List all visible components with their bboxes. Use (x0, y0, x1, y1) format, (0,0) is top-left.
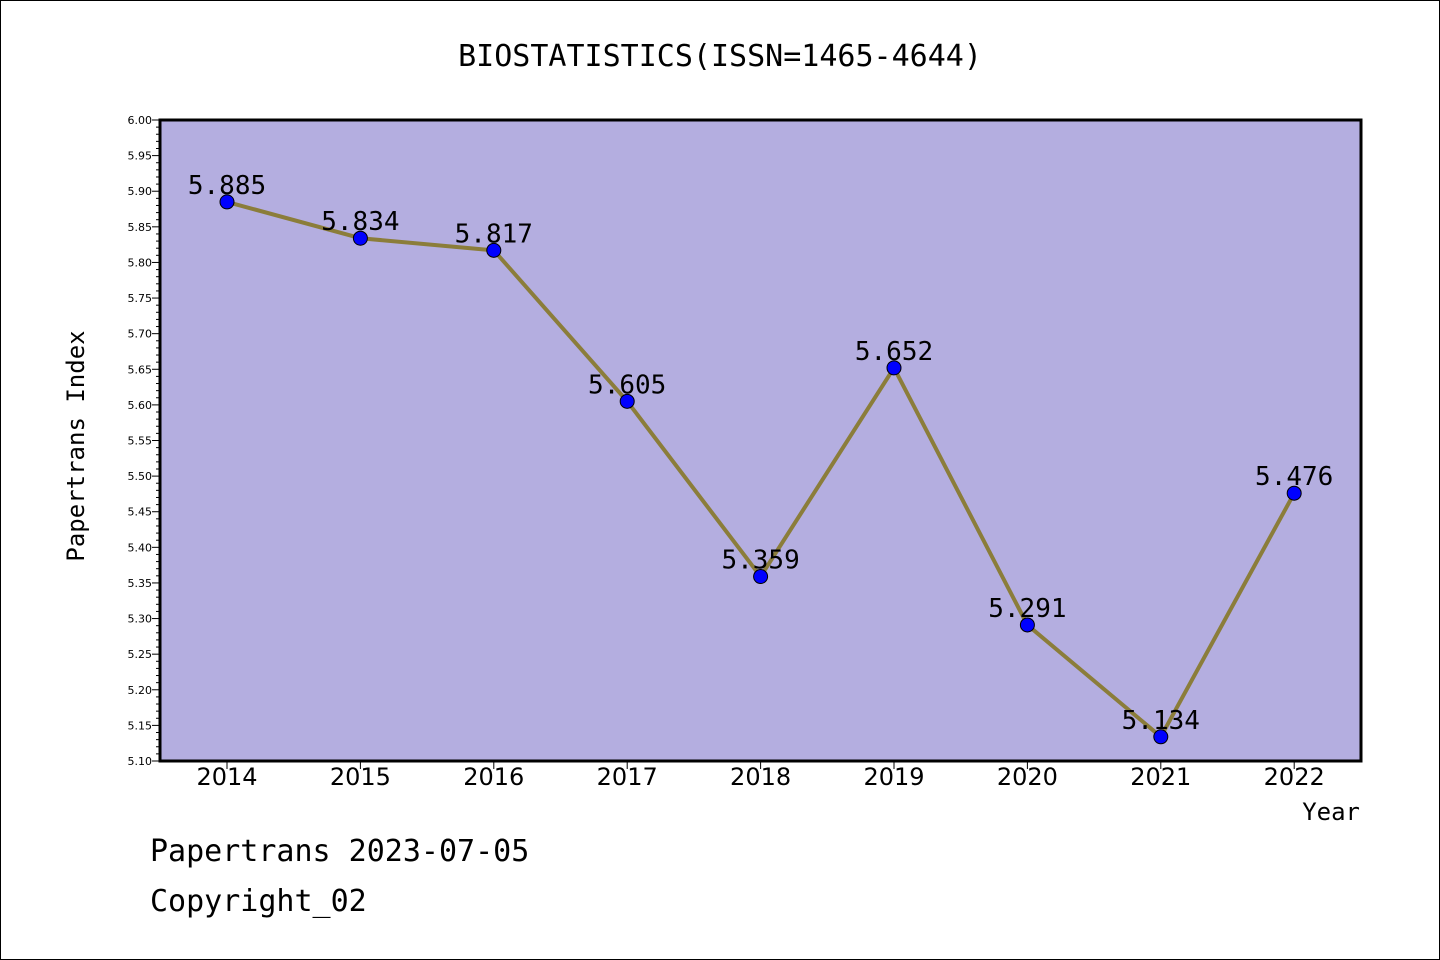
data-point (1153, 729, 1169, 745)
y-tick-label: 5.15 (128, 719, 153, 732)
data-point (1019, 617, 1035, 633)
x-tick-label: 2018 (730, 763, 791, 791)
y-tick-label: 5.45 (128, 506, 153, 519)
footer-copyright: Copyright_02 (150, 884, 367, 919)
data-label: 5.359 (721, 546, 799, 576)
data-point (1286, 485, 1302, 501)
data-label: 5.885 (188, 171, 266, 201)
y-tick-label: 5.65 (128, 363, 153, 376)
y-tick-label: 5.80 (128, 256, 153, 269)
y-axis: 5.10 5.15 5.20 5.25 5.30 5.35 5.40 5.45 5.50 5.55… (128, 114, 160, 768)
data-point (753, 569, 769, 585)
y-axis-label: Papertrans Index (62, 330, 90, 561)
y-tick-label: 5.50 (128, 470, 153, 483)
x-axis: 2014 2015 2016 2017 2018 2019 2020 2021 2022 (196, 761, 1325, 791)
data-point (352, 230, 368, 246)
chart-title: BIOSTATISTICS(ISSN=1465-4644) (458, 39, 982, 74)
footer-date: Papertrans 2023-07-05 (150, 834, 530, 869)
data-labels: 5.885 5.834 5.817 5.605 5.359 5.652 5.291 5.134… (188, 171, 1333, 736)
plot-area (158, 118, 1363, 763)
y-tick-label: 5.75 (128, 292, 153, 305)
y-tick-label: 5.35 (128, 577, 153, 590)
y-tick-label: 5.70 (128, 328, 153, 341)
x-tick-label: 2022 (1264, 763, 1325, 791)
data-point (486, 242, 502, 258)
y-tick-label: 5.90 (128, 185, 153, 198)
x-tick-label: 2014 (196, 763, 257, 791)
y-tick-label: 5.55 (128, 435, 153, 448)
data-point (219, 194, 235, 210)
data-point (619, 393, 635, 409)
series-group (219, 194, 1302, 745)
data-point (886, 360, 902, 376)
data-label: 5.652 (855, 337, 933, 367)
x-axis-label: Year (1302, 798, 1360, 826)
y-tick-label: 5.30 (128, 613, 153, 626)
data-label: 5.134 (1122, 706, 1200, 736)
data-label: 5.291 (988, 594, 1066, 624)
data-label: 5.817 (455, 219, 533, 249)
data-label: 5.476 (1255, 462, 1333, 492)
y-tick-label: 6.00 (128, 114, 153, 127)
y-tick-label: 5.25 (128, 648, 153, 661)
x-tick-label: 2017 (597, 763, 658, 791)
y-tick-label: 5.10 (128, 755, 153, 768)
y-tick-label: 5.40 (128, 541, 153, 554)
y-tick-label: 5.85 (128, 221, 153, 234)
x-tick-label: 2021 (1130, 763, 1191, 791)
data-label: 5.834 (321, 207, 399, 237)
data-label: 5.605 (588, 370, 666, 400)
x-tick-label: 2020 (997, 763, 1058, 791)
x-tick-label: 2019 (863, 763, 924, 791)
y-tick-label: 5.95 (128, 150, 153, 163)
y-tick-label: 5.60 (128, 399, 153, 412)
x-tick-label: 2016 (463, 763, 524, 791)
x-tick-label: 2015 (330, 763, 391, 791)
y-tick-label: 5.20 (128, 684, 153, 697)
